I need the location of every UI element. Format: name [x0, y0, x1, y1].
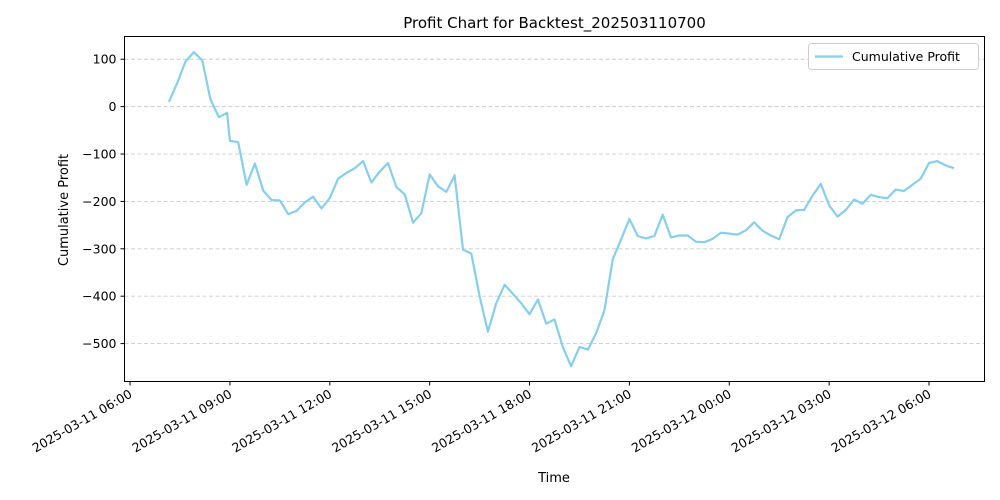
- y-axis: −500 −400 −300 −200 −100 0 100: [82, 52, 125, 351]
- y-tick-label: −100: [82, 147, 116, 162]
- x-tick-label: 2025-03-12 00:00: [629, 386, 734, 455]
- y-tick-label: −500: [82, 336, 116, 351]
- legend: Cumulative Profit: [808, 43, 979, 70]
- plot-frame: [124, 36, 985, 382]
- y-tick-label: 100: [93, 52, 117, 67]
- x-tick-label: 2025-03-12 03:00: [729, 386, 834, 455]
- grid-lines: [124, 58, 985, 345]
- x-tick-label: 2025-03-11 09:00: [129, 386, 234, 455]
- y-tick-label: −300: [82, 241, 116, 256]
- x-tick-label: 2025-03-11 15:00: [329, 386, 434, 455]
- y-tick-label: −200: [82, 194, 116, 209]
- y-axis-label: Cumulative Profit: [57, 154, 72, 266]
- legend-box: [808, 43, 979, 70]
- x-tick-label: 2025-03-11 21:00: [529, 386, 634, 455]
- x-axis-label: Time: [537, 471, 570, 486]
- chart-title: Profit Chart for Backtest_202503110700: [403, 14, 706, 33]
- x-tick-label: 2025-03-11 18:00: [429, 386, 534, 455]
- x-tick-label: 2025-03-11 06:00: [29, 386, 134, 455]
- y-tick-label: −400: [82, 289, 116, 304]
- y-tick-label: 0: [109, 99, 117, 114]
- x-tick-label: 2025-03-12 06:00: [828, 386, 933, 455]
- series-line-cumulative-profit: [167, 51, 955, 368]
- x-tick-label: 2025-03-11 12:00: [229, 386, 334, 455]
- legend-label: Cumulative Profit: [852, 49, 960, 64]
